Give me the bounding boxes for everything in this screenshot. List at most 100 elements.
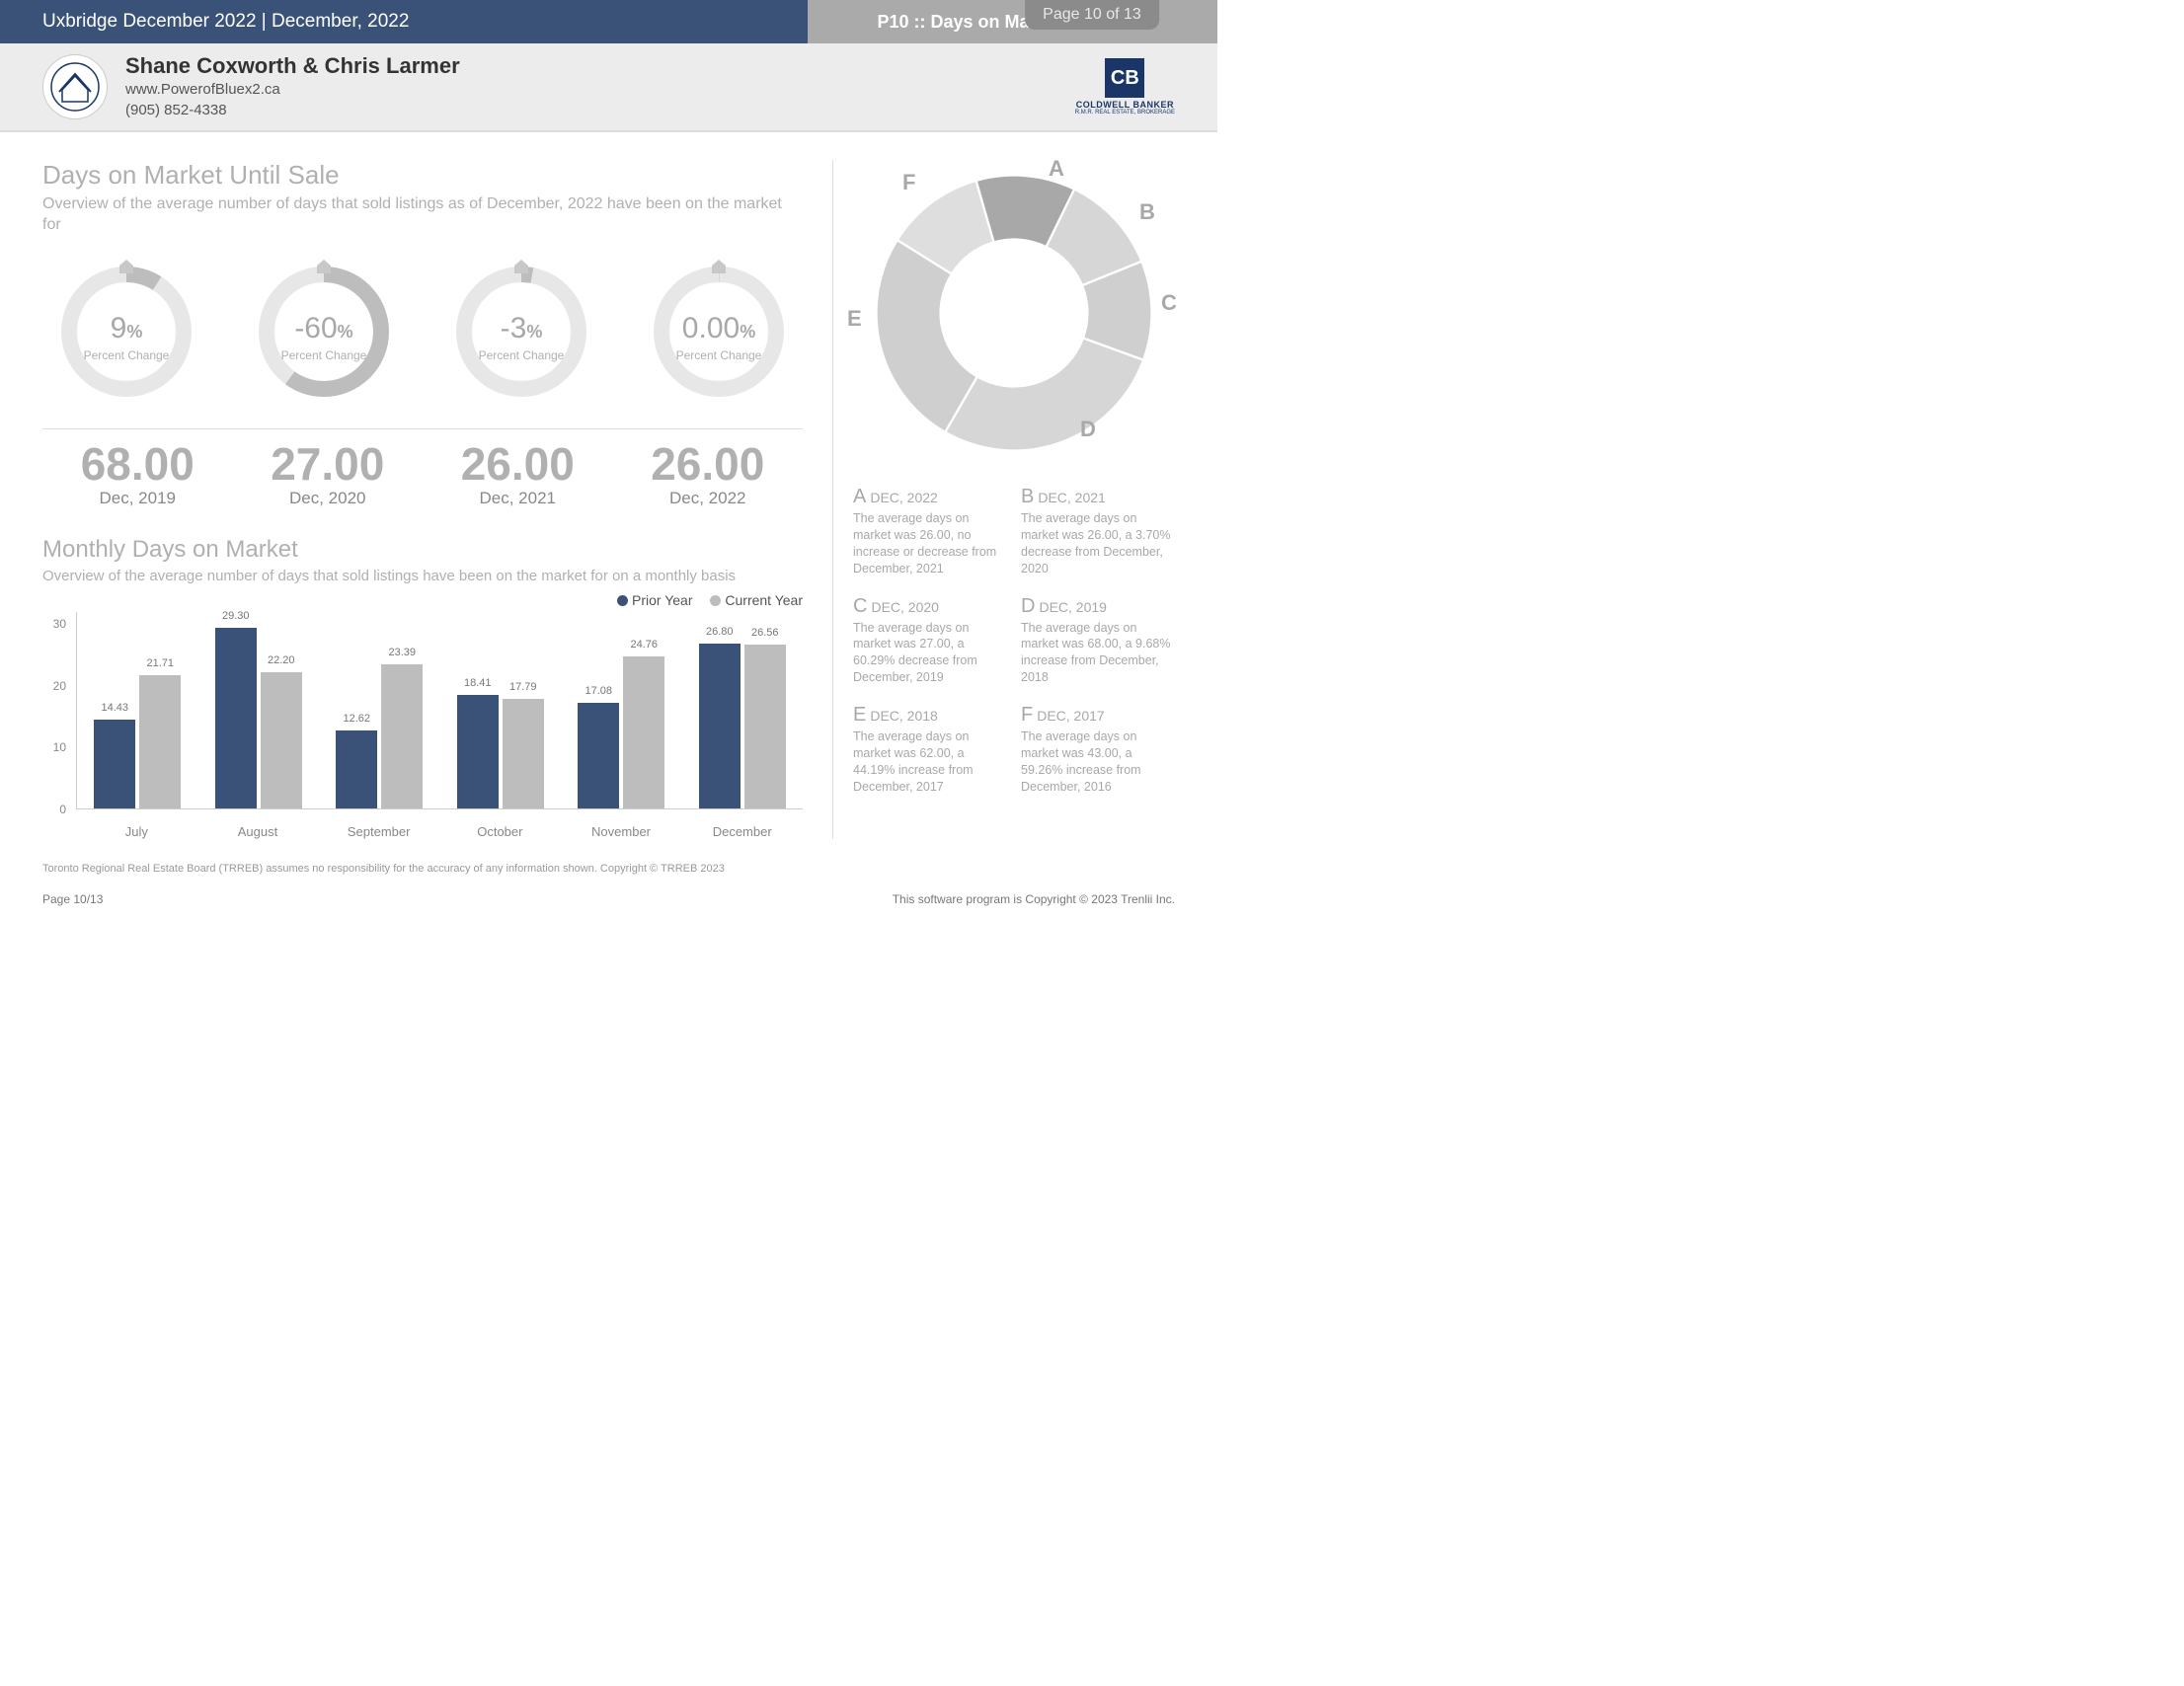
section-subtitle: Overview of the average number of days t… (42, 194, 803, 236)
gauge-value: 9% (42, 312, 210, 345)
bignum-2: 26.00 Dec, 2021 (423, 441, 613, 508)
bignum-1: 27.00 Dec, 2020 (233, 441, 424, 508)
agent-names: Shane Coxworth & Chris Larmer (125, 53, 460, 79)
x-label: July (76, 816, 197, 839)
legend-letter: C (853, 595, 867, 617)
legend-letter: F (1021, 704, 1033, 726)
donut-label-B: B (1139, 199, 1155, 225)
x-label: December (681, 816, 803, 839)
footer: Toronto Regional Real Estate Board (TRRE… (0, 839, 1217, 920)
agent-phone: (905) 852-4338 (125, 100, 460, 120)
y-tick: 10 (53, 740, 66, 754)
gauge-3: 0.00% Percent Change (635, 258, 803, 411)
y-tick: 0 (59, 803, 66, 816)
bar-prior: 18.41 (457, 695, 499, 807)
gauge-row: 9% Percent Change -60% Percent Change -3… (42, 252, 803, 422)
x-label: August (197, 816, 319, 839)
bar-prior: 29.30 (215, 628, 257, 807)
gauge-2: -3% Percent Change (437, 258, 605, 411)
x-label: November (561, 816, 682, 839)
divider (42, 428, 803, 429)
legend-body: The average days on market was 27.00, a … (853, 620, 1007, 687)
bar-current: 26.56 (744, 645, 786, 807)
agent-logo (42, 54, 108, 119)
legend-date: DEC, 2018 (870, 708, 937, 724)
legend-item-E: EDEC, 2018 The average days on market wa… (853, 704, 1007, 796)
legend-body: The average days on market was 26.00, a … (1021, 510, 1175, 577)
donut-label-C: C (1161, 290, 1177, 316)
donut-legend: A DEC, 2022 The average days on market wa… (853, 486, 1175, 796)
bar-value: 22.20 (268, 654, 295, 666)
donut-slice (945, 338, 1143, 450)
brand-name: COLDWELL BANKER (1075, 100, 1175, 110)
monthly-title: Monthly Days on Market (42, 536, 803, 564)
bignum-value: 68.00 (42, 441, 233, 487)
bar-value: 23.39 (388, 647, 416, 658)
bar-group-august: 29.30 22.20 (198, 612, 320, 808)
bar-value: 14.43 (101, 702, 128, 714)
legend-item-A: A DEC, 2022 The average days on market wa… (853, 486, 1007, 577)
gauge-label: Percent Change (240, 348, 408, 362)
legend-date: DEC, 2022 (870, 490, 937, 505)
brand-logo: CB COLDWELL BANKER R.M.R. REAL ESTATE, B… (1075, 58, 1175, 115)
legend-letter: D (1021, 595, 1035, 617)
bar-value: 24.76 (630, 639, 658, 651)
bar-group-november: 17.08 24.76 (561, 612, 682, 808)
legend-letter: A (853, 486, 866, 507)
donut-slice (877, 240, 977, 432)
brand-icon: CB (1105, 58, 1144, 98)
x-label: September (318, 816, 439, 839)
donut-chart: ABCDEF (861, 160, 1167, 466)
legend-item-F: FDEC, 2017 The average days on market wa… (1021, 704, 1175, 796)
section-title: Days on Market Until Sale (42, 160, 803, 191)
bignum-value: 26.00 (613, 441, 804, 487)
legend-body: The average days on market was 26.00, no… (853, 510, 1007, 577)
legend-body: The average days on market was 62.00, a … (853, 728, 1007, 796)
bar-current: 22.20 (261, 672, 302, 808)
bar-group-december: 26.80 26.56 (682, 612, 804, 808)
donut-label-F: F (902, 170, 915, 195)
bar-current: 21.71 (139, 675, 181, 808)
agent-info: Shane Coxworth & Chris Larmer www.Powero… (125, 53, 460, 120)
bignum-row: 68.00 Dec, 2019 27.00 Dec, 2020 26.00 De… (42, 441, 803, 508)
page-badge: Page 10 of 13 (1025, 0, 1159, 30)
gauge-1: -60% Percent Change (240, 258, 408, 411)
bar-value: 26.80 (706, 626, 734, 638)
topbar-title: Uxbridge December 2022 | December, 2022 (0, 0, 808, 43)
bar-prior: 12.62 (336, 730, 377, 807)
bar-current: 17.79 (503, 699, 544, 808)
disclaimer: Toronto Regional Real Estate Board (TRRE… (42, 863, 1175, 875)
bignum-value: 26.00 (423, 441, 613, 487)
legend-item-C: CDEC, 2020 The average days on market wa… (853, 595, 1007, 687)
legend-item-B: BDEC, 2021 The average days on market wa… (1021, 486, 1175, 577)
gauge-label: Percent Change (42, 348, 210, 362)
footer-page: Page 10/13 (42, 892, 103, 906)
bignum-value: 27.00 (233, 441, 424, 487)
bar-value: 29.30 (222, 610, 250, 622)
bar-current: 24.76 (623, 656, 664, 808)
y-tick: 30 (53, 617, 66, 631)
bar-group-july: 14.43 21.71 (77, 612, 198, 808)
bar-value: 17.08 (585, 685, 612, 697)
bignum-year: Dec, 2021 (423, 489, 613, 508)
legend-current: Current Year (725, 592, 803, 608)
bar-group-october: 18.41 17.79 (440, 612, 562, 808)
donut-label-A: A (1049, 156, 1064, 182)
legend-body: The average days on market was 43.00, a … (1021, 728, 1175, 796)
bar-value: 17.79 (509, 681, 537, 693)
footer-copyright: This software program is Copyright © 202… (893, 892, 1175, 906)
bar-prior: 14.43 (94, 720, 135, 808)
gauge-value: -3% (437, 312, 605, 345)
bar-value: 12.62 (343, 713, 370, 725)
legend-date: DEC, 2021 (1038, 490, 1105, 505)
donut-label-D: D (1080, 417, 1096, 442)
legend-item-D: DDEC, 2019 The average days on market wa… (1021, 595, 1175, 687)
agent-website: www.PowerofBluex2.ca (125, 79, 460, 100)
gauge-label: Percent Change (437, 348, 605, 362)
gauge-label: Percent Change (635, 348, 803, 362)
monthly-subtitle: Overview of the average number of days t… (42, 568, 803, 584)
legend-dot-prior (617, 595, 628, 606)
bignum-year: Dec, 2019 (42, 489, 233, 508)
bignum-3: 26.00 Dec, 2022 (613, 441, 804, 508)
legend-letter: E (853, 704, 866, 726)
